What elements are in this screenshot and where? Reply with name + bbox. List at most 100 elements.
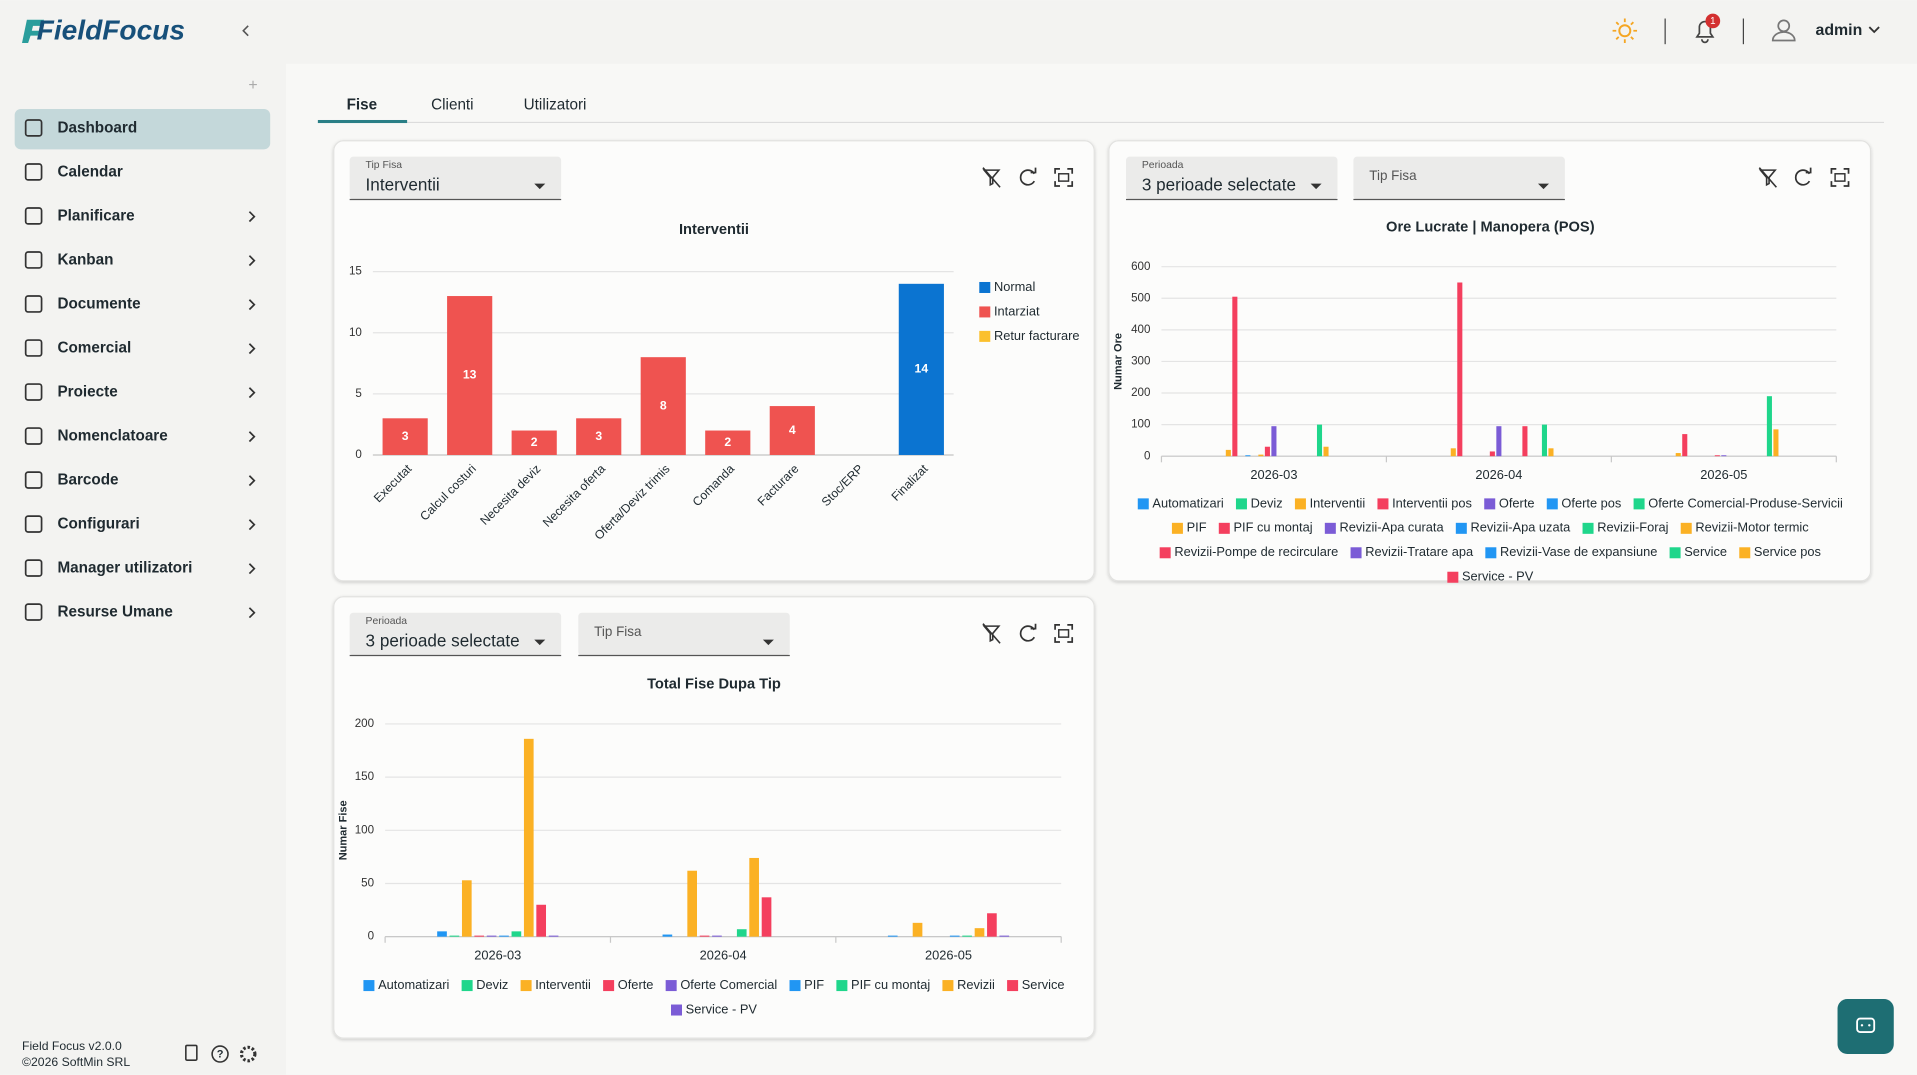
legend-item[interactable]: Oferte (603, 977, 653, 992)
tab[interactable]: Fise (347, 96, 378, 113)
menu-item[interactable]: Resurse Umane (24, 603, 256, 621)
logo[interactable]: FieldFocus (22, 14, 185, 45)
menu-item[interactable]: Configurari (24, 515, 256, 533)
refresh-button[interactable] (1794, 167, 1812, 186)
bar (1766, 396, 1772, 457)
theme-toggle[interactable] (1612, 18, 1638, 43)
legend-item[interactable]: Revizii-Motor termic (1680, 520, 1810, 535)
legend-item[interactable]: Service (1669, 544, 1727, 559)
user-menu[interactable]: admin (1771, 19, 1880, 42)
menu-item[interactable]: Comercial (24, 339, 256, 357)
legend-item[interactable]: Service - PV (1447, 569, 1534, 584)
fullscreen-button[interactable] (1830, 168, 1850, 187)
legend-item[interactable]: Service (1007, 977, 1065, 992)
y-tick-label: 0 (1144, 449, 1150, 462)
filter-select[interactable]: Tip Fisa (578, 612, 790, 657)
menu-item[interactable]: Nomenclatoare (24, 427, 256, 445)
legend-item[interactable]: Revizii-Pompe de recirculare (1159, 544, 1339, 559)
notifications[interactable]: 1 (1695, 13, 1721, 44)
legend-item[interactable]: PIF cu montaj (836, 977, 930, 992)
filter-select[interactable]: Perioada 3 perioade selectate (1125, 156, 1338, 201)
menu-label: Documente (57, 296, 140, 313)
legend-item[interactable]: Deviz (461, 977, 509, 992)
tab[interactable]: Clienti (431, 96, 473, 113)
clear-filter-button[interactable] (982, 623, 1001, 644)
bar-value-label: 14 (915, 362, 929, 376)
menu-item[interactable]: Manager utilizatori (24, 559, 256, 577)
legend-item[interactable]: Oferte Comercial-Produse-Servicii (1633, 495, 1843, 510)
fullscreen-inner (1834, 173, 1846, 182)
legend-item[interactable]: Service - PV (671, 1001, 757, 1016)
active-tab-indicator (317, 119, 408, 124)
menu-item[interactable]: Planificare (24, 207, 256, 225)
docs-icon[interactable] (185, 1044, 198, 1061)
legend-item[interactable]: Automatizari (1137, 495, 1224, 510)
legend-label: Automatizari (378, 977, 449, 992)
legend-swatch (461, 980, 473, 992)
menu-item[interactable]: Proiecte (24, 383, 256, 401)
collapse-button[interactable] (242, 25, 249, 37)
chart-panel: Perioada 3 perioade selectate Tip Fisa Tota… (333, 596, 1095, 1039)
legend-swatch (1294, 498, 1306, 510)
bar (382, 418, 428, 455)
settings-icon[interactable] (239, 1045, 257, 1063)
legend-item[interactable]: Revizii-Foraj (1582, 520, 1669, 535)
panels: Tip FisaInterventiiInterventii051015Exec… (333, 140, 1872, 1039)
legend-item[interactable]: Deviz (1235, 495, 1283, 510)
help-icon[interactable] (211, 1045, 229, 1063)
legend-swatch (671, 1004, 683, 1016)
add-button[interactable]: + (248, 77, 257, 94)
fullscreen-button[interactable] (1054, 624, 1074, 643)
bar (687, 870, 698, 937)
legend-item[interactable]: Revizii (942, 977, 995, 992)
legend-item[interactable]: PIF (789, 977, 825, 992)
clear-filter-button[interactable] (1758, 167, 1778, 188)
menu-chevron (248, 475, 256, 487)
filter-select[interactable]: Tip Fisa Interventii (349, 156, 562, 201)
legend-item[interactable]: PIF cu montaj (1218, 520, 1313, 535)
legend-item[interactable]: PIF (1171, 520, 1207, 535)
chart: Ore Lucrate | Manopera (POS) 0 100 200 300 40… (1113, 219, 1843, 583)
clear-filter-button[interactable] (982, 167, 1001, 188)
menu-icon (24, 471, 43, 489)
refresh-button[interactable] (1019, 623, 1037, 642)
bar (949, 935, 960, 937)
legend-item[interactable]: Oferte (1484, 495, 1535, 510)
legend-item[interactable]: Normal (979, 279, 1035, 294)
legend-item[interactable]: Revizii-Tratare apa (1350, 544, 1474, 559)
legend-label: Revizii-Tratare apa (1365, 544, 1474, 559)
menu-label: Nomenclatoare (57, 428, 167, 445)
legend-item[interactable]: Revizii-Vase de expansiune (1485, 544, 1657, 559)
menu-item[interactable]: Documente (24, 295, 256, 313)
legend-item[interactable]: Automatizari (363, 977, 449, 992)
legend-item[interactable]: Service pos (1739, 544, 1821, 559)
legend-swatch (1447, 571, 1459, 583)
legend-item[interactable]: Interventii (520, 977, 591, 992)
legend-item[interactable]: Interventii (1294, 495, 1365, 510)
legend-item[interactable]: Revizii-Apa uzata (1455, 520, 1571, 535)
legend-item[interactable]: Revizii-Apa curata (1324, 520, 1445, 535)
chat-button[interactable] (1837, 999, 1894, 1055)
refresh-button[interactable] (1019, 167, 1037, 186)
legend-item[interactable]: Oferte pos (1546, 495, 1622, 510)
menu-item[interactable]: Barcode (24, 471, 256, 489)
fullscreen-button[interactable] (1054, 168, 1074, 187)
legend-item[interactable]: Intarziat (979, 303, 1040, 318)
legend-item[interactable]: Interventii pos (1377, 495, 1472, 510)
tab[interactable]: Utilizatori (524, 96, 587, 113)
legend-item[interactable]: Oferte Comercial (665, 977, 778, 992)
panel-card (333, 140, 1095, 582)
legend-item[interactable]: Retur facturare (979, 328, 1080, 343)
refresh-icon (1794, 169, 1811, 186)
x-tick-label: 2026-04 (1475, 467, 1522, 482)
filter-slash (982, 623, 1001, 644)
filter-select[interactable]: Perioada 3 perioade selectate (349, 612, 562, 657)
filter-select[interactable]: Tip Fisa (1353, 156, 1565, 201)
bar (1245, 455, 1251, 457)
menu-item[interactable]: Calendar (24, 163, 123, 181)
user-chevron (1868, 26, 1880, 34)
menu-item[interactable]: Kanban (24, 251, 256, 269)
bar (974, 928, 985, 937)
chart-title: Total Fise Dupa Tip (647, 677, 781, 693)
menu-item[interactable]: Dashboard (24, 119, 138, 137)
